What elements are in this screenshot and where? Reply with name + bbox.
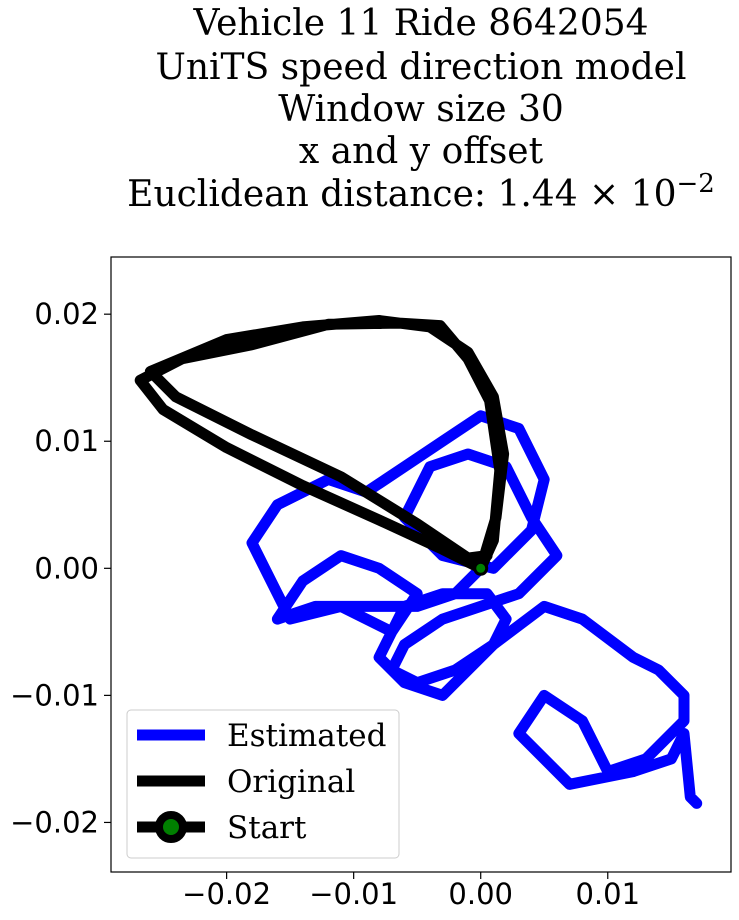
x-tick-label: −0.01 <box>309 877 398 911</box>
y-tick-label: 0.02 <box>34 297 99 331</box>
x-tick-label: −0.02 <box>182 877 271 911</box>
chart-title: Vehicle 11 Ride 8642054 <box>192 3 648 44</box>
legend-marker <box>155 811 187 843</box>
plot-area <box>134 315 703 809</box>
y-tick-label: 0.00 <box>34 551 99 585</box>
chart-title: Window size 30 <box>278 89 564 130</box>
series-line <box>246 410 703 809</box>
legend-label: Start <box>227 810 307 846</box>
y-tick-label: 0.01 <box>34 424 99 458</box>
series-line <box>134 315 510 574</box>
chart-title: Euclidean distance: 1.44 × 10−2 <box>127 169 715 215</box>
legend-box <box>126 709 400 859</box>
legend-label: Estimated <box>227 718 386 754</box>
title-text: Euclidean distance: 1.44 × 10 <box>127 174 676 215</box>
y-tick-label: −0.02 <box>10 805 99 839</box>
x-tick-label: 0.01 <box>575 877 640 911</box>
y-tick-label: −0.01 <box>10 678 99 712</box>
x-tick-label: 0.00 <box>448 877 513 911</box>
title-superscript: −2 <box>676 169 714 199</box>
start-marker <box>473 560 489 576</box>
legend-label: Original <box>227 764 355 800</box>
plot-frame <box>110 256 732 873</box>
chart-title: x and y offset <box>299 131 544 172</box>
chart-title: UniTS speed direction model <box>156 47 687 88</box>
